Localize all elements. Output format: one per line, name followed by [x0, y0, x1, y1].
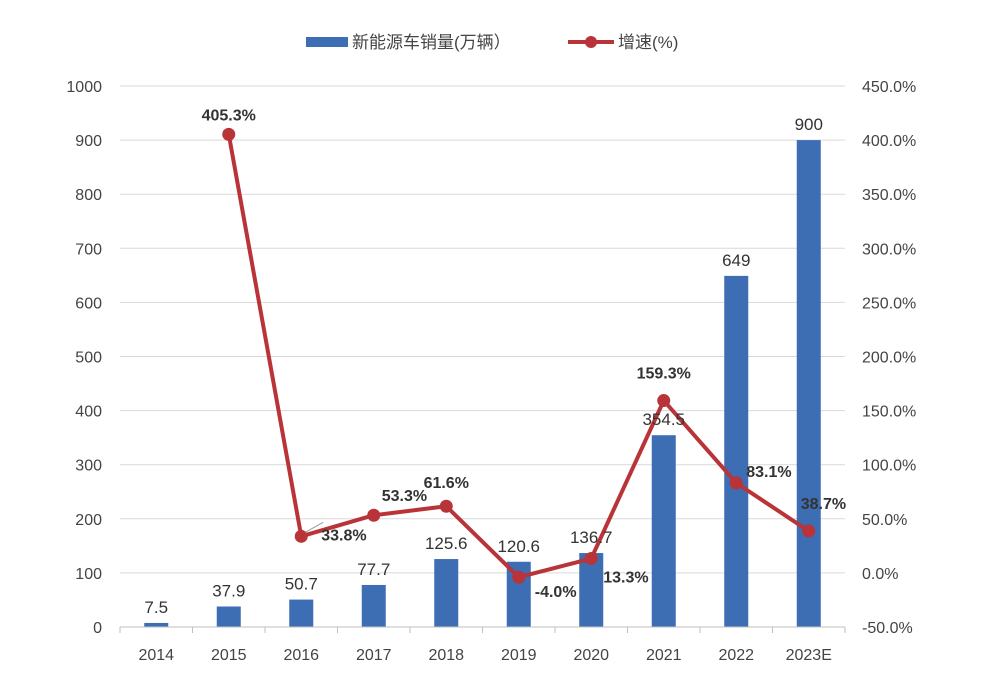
bar	[434, 559, 459, 627]
growth-value-label: 53.3%	[382, 488, 427, 505]
growth-value-label: 83.1%	[746, 464, 791, 481]
growth-point	[294, 529, 308, 543]
label-leader-line	[305, 521, 324, 533]
bar-value-label: 125.6	[425, 534, 468, 553]
growth-value-label: 61.6%	[424, 475, 469, 492]
left-tick-label: 400	[75, 404, 102, 421]
x-tick-label: 2014	[138, 647, 174, 664]
bar-value-label: 50.7	[285, 575, 318, 594]
left-tick-label: 800	[75, 187, 102, 204]
bar	[289, 599, 314, 627]
bar	[724, 275, 749, 627]
growth-value-label: -4.0%	[535, 584, 577, 601]
data-labels: 7.5 37.9 50.7 77.7 125.6 120.6 136.7 354.5 649 90…	[144, 107, 846, 617]
bar-value-label: 900	[795, 115, 823, 134]
bar-value-label: 7.5	[144, 598, 168, 617]
right-tick-label: 350.0%	[862, 187, 916, 204]
bar-value-label: 649	[722, 251, 750, 270]
bar	[796, 140, 821, 627]
bar	[651, 435, 676, 627]
bar-value-label: 37.9	[212, 581, 245, 600]
left-tick-label: 0	[93, 620, 102, 637]
x-tick-label: 2018	[428, 647, 464, 664]
bar	[216, 606, 241, 627]
axes: 0 100 200 300 400 500 600 700 800 900 1000 -50.0% 0.…	[66, 79, 916, 664]
growth-line-path	[226, 134, 810, 580]
right-tick-label: 50.0%	[862, 512, 907, 529]
gridlines	[120, 85, 845, 574]
growth-point	[657, 394, 671, 408]
x-tick-label: 2022	[718, 647, 754, 664]
bar	[361, 584, 386, 627]
left-tick-label: 600	[75, 295, 102, 312]
growth-value-label: 159.3%	[637, 366, 691, 383]
left-tick-label: 500	[75, 350, 102, 367]
left-tick-label: 100	[75, 566, 102, 583]
growth-point	[367, 508, 381, 522]
growth-point	[802, 524, 816, 538]
left-tick-label: 300	[75, 458, 102, 475]
x-tick-label: 2021	[646, 647, 682, 664]
growth-point	[729, 476, 743, 490]
growth-value-label: 38.7%	[801, 496, 846, 513]
growth-point	[584, 552, 598, 566]
growth-value-label: 13.3%	[603, 570, 648, 587]
left-tick-label: 1000	[66, 79, 102, 96]
right-tick-label: 0.0%	[862, 566, 898, 583]
bars	[144, 140, 821, 627]
growth-value-label: 405.3%	[202, 107, 256, 124]
x-tick-label: 2023E	[786, 647, 832, 664]
growth-point	[222, 127, 236, 141]
x-tick-label: 2019	[501, 647, 537, 664]
legend-bar-label: 新能源车销量(万辆）	[352, 33, 511, 52]
right-tick-label: 250.0%	[862, 295, 916, 312]
right-tick-label: 100.0%	[862, 458, 916, 475]
growth-line	[222, 127, 816, 584]
x-tick-label: 2015	[211, 647, 247, 664]
legend: 新能源车销量(万辆） 增速(%)	[306, 33, 678, 52]
legend-line-marker	[585, 36, 597, 48]
bar	[144, 622, 169, 627]
bar-value-label: 136.7	[570, 528, 613, 547]
bar-value-label: 354.5	[642, 410, 685, 429]
right-tick-label: -50.0%	[862, 620, 913, 637]
bar-value-label: 120.6	[497, 537, 540, 556]
x-tick-label: 2016	[283, 647, 319, 664]
right-tick-label: 150.0%	[862, 404, 916, 421]
right-tick-label: 400.0%	[862, 133, 916, 150]
legend-bar-swatch	[306, 37, 348, 47]
growth-value-label: 33.8%	[321, 527, 366, 544]
right-tick-label: 200.0%	[862, 350, 916, 367]
right-tick-label: 300.0%	[862, 241, 916, 258]
left-tick-label: 900	[75, 133, 102, 150]
bar-value-label: 77.7	[357, 560, 390, 579]
bar	[579, 553, 604, 627]
x-tick-label: 2020	[573, 647, 609, 664]
right-tick-label: 450.0%	[862, 79, 916, 96]
left-tick-label: 200	[75, 512, 102, 529]
x-tick-label: 2017	[356, 647, 392, 664]
growth-point	[512, 570, 526, 584]
growth-point	[439, 499, 453, 513]
left-tick-label: 700	[75, 241, 102, 258]
legend-line-label: 增速(%)	[618, 33, 678, 52]
